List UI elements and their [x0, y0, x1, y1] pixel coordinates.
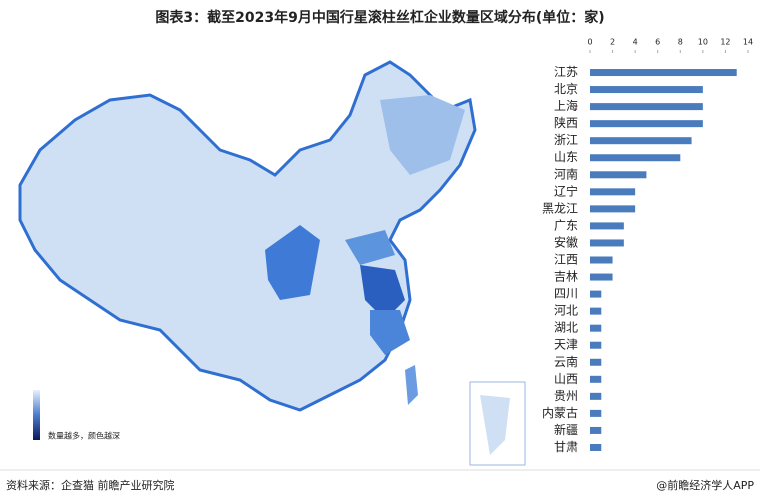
chart-title: 图表3：截至2023年9月中国行星滚柱丝杠企业数量区域分布(单位：家): [155, 9, 604, 26]
map: [18, 60, 526, 466]
y-tick-label: 湖北: [554, 320, 578, 335]
bar: [590, 341, 602, 349]
bar: [590, 103, 703, 111]
y-tick-label: 河南: [554, 166, 578, 181]
y-tick-label: 辽宁: [554, 183, 578, 198]
bar: [590, 273, 613, 281]
y-tick-label: 内蒙古: [542, 405, 578, 420]
brand: @前瞻经济学人APP: [656, 478, 754, 492]
bar: [590, 409, 602, 417]
bar: [590, 256, 613, 264]
y-tick-label: 江苏: [554, 65, 578, 79]
bar: [590, 358, 602, 366]
legend-gradient: [33, 390, 40, 440]
bar: [590, 307, 602, 315]
x-tick-label: 0: [587, 38, 592, 47]
bar: [590, 171, 647, 179]
y-tick-label: 河北: [554, 304, 578, 318]
bar: [590, 86, 703, 94]
x-tick-label: 14: [743, 38, 753, 47]
legend-label: 数量越多，颜色越深: [48, 431, 120, 441]
x-tick-label: 8: [678, 38, 683, 47]
x-tick-label: 4: [633, 38, 638, 47]
bar: [590, 205, 636, 213]
province-jiangsu: [360, 265, 405, 320]
bar: [590, 69, 737, 77]
bar: [590, 222, 624, 230]
bar: [590, 426, 602, 434]
taiwan: [405, 365, 418, 405]
y-tick-label: 广东: [554, 218, 578, 232]
y-tick-label: 上海: [554, 98, 578, 113]
province-shaanxi: [265, 225, 320, 300]
bar: [590, 137, 692, 145]
y-tick-label: 江西: [554, 253, 578, 267]
y-tick-label: 云南: [554, 354, 578, 369]
y-tick-label: 四川: [554, 287, 578, 301]
y-tick-label: 山东: [554, 150, 578, 164]
x-tick-label: 6: [655, 38, 660, 47]
china-outline: [18, 60, 477, 412]
bar: [590, 154, 681, 162]
province-heilongjiang: [380, 95, 465, 175]
bar: [590, 239, 624, 247]
y-tick-label: 天津: [554, 338, 578, 352]
y-tick-label: 贵州: [554, 389, 578, 403]
x-tick-label: 10: [698, 38, 708, 47]
y-tick-label: 黑龙江: [542, 201, 578, 215]
x-tick-label: 12: [720, 38, 730, 47]
bar: [590, 443, 602, 451]
bar: [590, 188, 636, 196]
inset-sea: [480, 395, 510, 455]
bar: [590, 324, 602, 332]
y-tick-label: 陕西: [554, 115, 578, 130]
province-zhejiang: [370, 310, 410, 355]
bar: [590, 375, 602, 383]
y-tick-label: 吉林: [554, 270, 578, 284]
bar: [590, 392, 602, 400]
y-tick-label: 新疆: [554, 422, 578, 437]
y-tick-label: 浙江: [554, 133, 578, 147]
y-tick-label: 山西: [554, 372, 578, 386]
y-tick-label: 甘肃: [554, 440, 578, 454]
source: 资料来源：企查猫 前瞻产业研究院: [6, 478, 175, 492]
bar: [590, 290, 602, 298]
x-tick-label: 2: [610, 38, 615, 47]
y-tick-label: 安徽: [554, 234, 578, 249]
y-tick-label: 北京: [554, 82, 578, 96]
province-shandong: [345, 230, 395, 265]
bar: [590, 120, 703, 128]
